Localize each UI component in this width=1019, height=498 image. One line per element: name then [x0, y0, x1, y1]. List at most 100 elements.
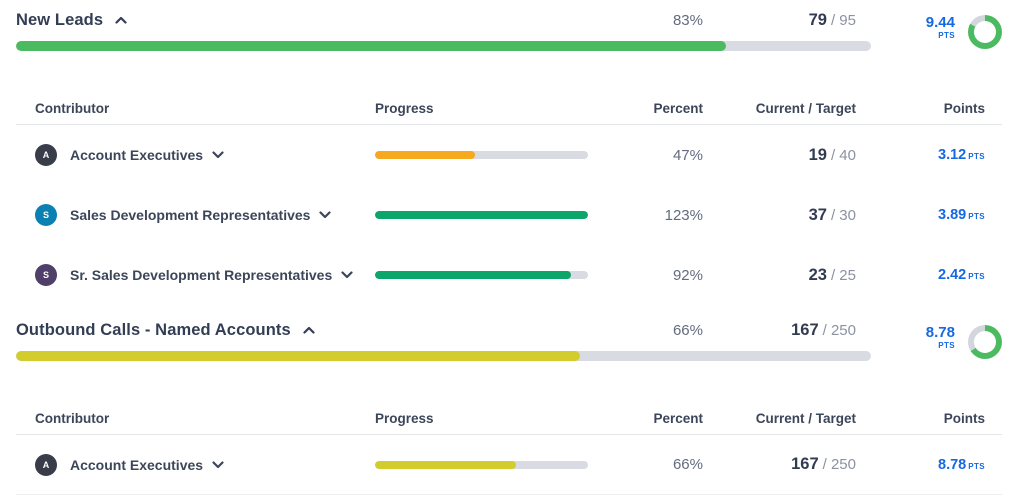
contributor-table: Contributor Progress Percent Current / T…: [16, 93, 1002, 305]
section-header-outbound-calls: Outbound Calls - Named Accounts 66% 167/…: [0, 310, 1019, 359]
points-unit: PTS: [968, 272, 985, 281]
col-progress: Progress: [375, 101, 434, 116]
col-progress: Progress: [375, 411, 434, 426]
row-progress-track: [375, 271, 588, 279]
row-current: 37: [808, 205, 827, 224]
row-progress-fill: [375, 460, 516, 469]
contributor-name: Sr. Sales Development Representatives: [70, 267, 333, 283]
row-progress-fill: [375, 211, 588, 219]
row-percent: 66%: [672, 456, 703, 473]
row-points: 2.42 PTS: [856, 266, 1002, 284]
row-points: 8.78 PTS: [856, 456, 1002, 474]
ring-cell: [955, 3, 1002, 49]
col-current-target: Current / Target: [755, 411, 856, 426]
section-percent: 83%: [672, 11, 703, 29]
avatar: S: [35, 264, 57, 286]
col-points: Points: [943, 411, 985, 426]
progress-cell: [375, 211, 588, 219]
section-points: 9.44 PTS: [856, 14, 955, 40]
row-current-target: 37/ 30: [703, 206, 856, 225]
col-percent: Percent: [653, 101, 703, 116]
section-current: 167: [791, 320, 819, 339]
avatar: S: [35, 204, 57, 226]
row-points: 3.12 PTS: [856, 146, 1002, 164]
contributor-name: Account Executives: [70, 456, 204, 473]
row-target: / 30: [830, 206, 856, 224]
row-current: 167: [791, 455, 819, 473]
col-current-target: Current / Target: [755, 101, 856, 116]
progress-ring: [968, 15, 1002, 49]
avatar: A: [35, 144, 57, 166]
chevron-down-icon[interactable]: [319, 211, 332, 219]
chevron-down-icon[interactable]: [341, 271, 353, 279]
section-current-target: 79/ 95: [703, 11, 856, 30]
row-percent: 47%: [672, 146, 703, 164]
contributor-toggle[interactable]: A Account Executives: [16, 453, 375, 476]
section-progress-track: [16, 351, 871, 361]
section-title: Outbound Calls - Named Accounts: [16, 320, 291, 339]
row-current-target: 23/ 25: [703, 266, 856, 285]
points-value: 9.44: [925, 13, 955, 31]
row-progress-track: [375, 151, 588, 159]
row-progress-track: [375, 211, 588, 219]
section-target: / 95: [830, 11, 856, 29]
row-progress-fill: [375, 151, 476, 159]
chevron-up-icon[interactable]: [303, 326, 315, 334]
row-current-target: 19/ 40: [703, 146, 856, 165]
section-progress-fill: [16, 351, 581, 361]
col-percent: Percent: [653, 411, 703, 426]
col-points: Points: [943, 101, 985, 116]
row-points: 3.89 PTS: [856, 206, 1002, 224]
contributor-name: Sales Development Representatives: [70, 207, 311, 223]
row-target: / 25: [830, 266, 856, 284]
table-row: S Sr. Sales Development Representatives …: [16, 245, 1002, 305]
points-value: 3.89: [938, 207, 967, 223]
chevron-up-icon[interactable]: [115, 16, 127, 24]
points-unit: PTS: [968, 212, 985, 221]
points-unit: PTS: [938, 31, 955, 41]
section-title: New Leads: [16, 10, 104, 29]
ring-cell: [955, 313, 1002, 359]
contributor-toggle[interactable]: A Account Executives: [16, 144, 375, 166]
progress-ring: [968, 325, 1002, 359]
table-header-row: Contributor Progress Percent Current / T…: [16, 403, 1002, 435]
row-progress-fill: [375, 271, 571, 279]
progress-cell: [375, 271, 588, 279]
section-current-target: 167/ 250: [703, 321, 856, 340]
row-target: / 250: [822, 456, 856, 473]
table-header-row: Contributor Progress Percent Current / T…: [16, 93, 1002, 125]
row-progress-track: [375, 460, 588, 469]
section-current: 79: [808, 10, 827, 29]
section-percent: 66%: [672, 321, 703, 339]
row-current: 19: [808, 145, 827, 164]
contributor-table: Contributor Progress Percent Current / T…: [16, 403, 1002, 495]
points-value: 8.78: [938, 456, 967, 473]
avatar: A: [35, 453, 57, 476]
contributor-toggle[interactable]: S Sales Development Representatives: [16, 204, 375, 226]
table-row: A Account Executives 47% 19/ 40 3.12 PTS: [16, 125, 1002, 185]
row-current-target: 167/ 250: [703, 455, 856, 474]
contributor-toggle[interactable]: S Sr. Sales Development Representatives: [16, 264, 375, 286]
points-unit: PTS: [968, 461, 985, 471]
points-value: 3.12: [938, 147, 967, 163]
section-toggle-new-leads[interactable]: New Leads: [16, 11, 588, 30]
points-unit: PTS: [938, 341, 955, 351]
points-value: 2.42: [938, 267, 967, 283]
progress-cell: [375, 151, 588, 159]
row-current: 23: [808, 265, 827, 284]
row-percent: 123%: [664, 206, 703, 224]
chevron-down-icon[interactable]: [212, 151, 224, 159]
row-percent: 92%: [672, 266, 703, 284]
progress-cell: [375, 460, 588, 469]
col-contributor: Contributor: [35, 411, 110, 426]
row-target: / 40: [830, 146, 856, 164]
section-target: / 250: [822, 321, 856, 339]
chevron-down-icon[interactable]: [212, 460, 224, 469]
points-value: 8.78: [925, 323, 955, 341]
section-progress-fill: [16, 41, 726, 51]
contributor-name: Account Executives: [70, 147, 204, 163]
section-progress-track: [16, 41, 871, 51]
section-toggle-outbound-calls[interactable]: Outbound Calls - Named Accounts: [16, 321, 588, 340]
section-points: 8.78 PTS: [856, 324, 955, 350]
